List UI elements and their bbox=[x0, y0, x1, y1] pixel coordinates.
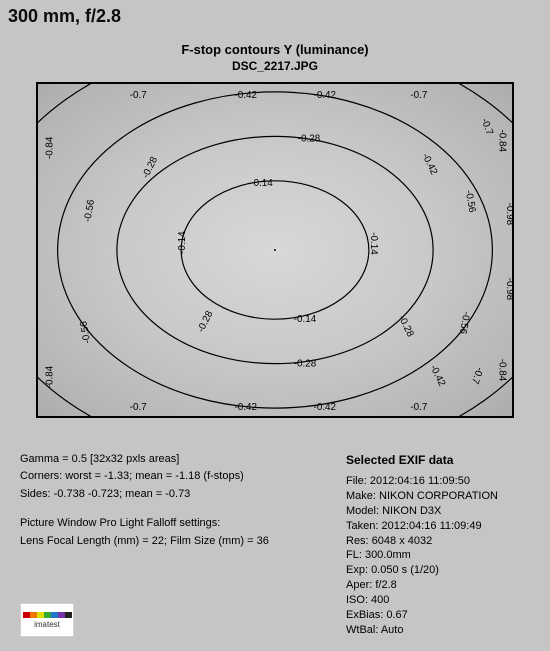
contour-svg: -0.14 -0.28 -0.42 -0.42 -0.7 -0.7 -0.14 … bbox=[38, 84, 512, 416]
exif-row: Aper: f/2.8 bbox=[346, 578, 498, 593]
clabel: -0.56 bbox=[457, 311, 472, 336]
imatest-logo: imatest bbox=[20, 603, 74, 637]
exif-block: Selected EXIF data File: 2012:04:16 11:0… bbox=[346, 452, 498, 637]
logo-bar bbox=[37, 612, 44, 618]
clabel: -0.7 bbox=[410, 90, 427, 101]
clabel: -0.56 bbox=[463, 189, 478, 214]
logo-bar bbox=[51, 612, 58, 618]
logo-text: imatest bbox=[34, 620, 60, 629]
clabel: -0.98 bbox=[504, 203, 512, 226]
pw-line: Lens Focal Length (mm) = 22; Film Size (… bbox=[20, 534, 269, 549]
clabel: -0.7 bbox=[410, 402, 427, 413]
clabel: -0.28 bbox=[396, 314, 416, 340]
clabel: -0.28 bbox=[140, 155, 160, 181]
corners-line: Corners: worst = -1.33; mean = -1.18 (f-… bbox=[20, 469, 269, 484]
clabel: -0.42 bbox=[234, 90, 257, 101]
clabel: -0.7 bbox=[130, 90, 147, 101]
clabel: -0.42 bbox=[427, 363, 447, 388]
clabel: -0.56 bbox=[78, 320, 93, 345]
clabel: -0.84 bbox=[496, 129, 507, 152]
clabel: -0.84 bbox=[45, 365, 56, 388]
clabel: -0.28 bbox=[196, 309, 216, 335]
chart-subtitle: DSC_2217.JPG bbox=[0, 59, 550, 73]
clabel: -0.98 bbox=[504, 278, 512, 301]
clabel: -0.42 bbox=[314, 90, 337, 101]
clabel: -0.28 bbox=[298, 133, 321, 144]
exif-row: Make: NIKON CORPORATION bbox=[346, 489, 498, 504]
clabel: -0.42 bbox=[234, 402, 257, 413]
exif-row: WtBal: Auto bbox=[346, 623, 498, 638]
exif-row: ExBias: 0.67 bbox=[346, 608, 498, 623]
clabel: -0.7 bbox=[469, 366, 485, 386]
gamma-line: Gamma = 0.5 [32x32 pxls areas] bbox=[20, 452, 269, 467]
sides-line: Sides: -0.738 -0.723; mean = -0.73 bbox=[20, 487, 269, 502]
clabel: -0.28 bbox=[294, 359, 317, 370]
clabel: -0.14 bbox=[250, 178, 273, 189]
logo-bar bbox=[30, 612, 37, 618]
clabel: -0.56 bbox=[82, 198, 97, 223]
clabel: -0.14 bbox=[177, 231, 188, 254]
clabel: -0.14 bbox=[368, 232, 379, 255]
chart-title: F-stop contours Y (luminance) bbox=[0, 42, 550, 57]
exif-row: ISO: 400 bbox=[346, 593, 498, 608]
stats-block: Gamma = 0.5 [32x32 pxls areas] Corners: … bbox=[20, 452, 269, 551]
exif-row: FL: 300.0mm bbox=[346, 548, 498, 563]
exif-row: Taken: 2012:04:16 11:09:49 bbox=[346, 519, 498, 534]
logo-bar bbox=[23, 612, 30, 618]
clabel: -0.7 bbox=[479, 117, 495, 137]
contour-plot: -0.14 -0.28 -0.42 -0.42 -0.7 -0.7 -0.14 … bbox=[36, 82, 514, 418]
clabel: -0.14 bbox=[294, 314, 317, 325]
exif-row: Model: NIKON D3X bbox=[346, 504, 498, 519]
clabel: -0.84 bbox=[496, 359, 507, 382]
lens-title: 300 mm, f/2.8 bbox=[8, 6, 121, 27]
exif-heading: Selected EXIF data bbox=[346, 452, 498, 468]
chart-title-block: F-stop contours Y (luminance) DSC_2217.J… bbox=[0, 42, 550, 73]
logo-bars-icon bbox=[23, 612, 72, 618]
logo-bar bbox=[65, 612, 72, 618]
clabel: -0.84 bbox=[45, 136, 56, 159]
clabel: -0.7 bbox=[130, 402, 147, 413]
clabel: -0.42 bbox=[314, 402, 337, 413]
exif-row: Res: 6048 x 4032 bbox=[346, 534, 498, 549]
exif-row: Exp: 0.050 s (1/20) bbox=[346, 563, 498, 578]
logo-bar bbox=[44, 612, 51, 618]
exif-row: File: 2012:04:16 11:09:50 bbox=[346, 474, 498, 489]
logo-bar bbox=[58, 612, 65, 618]
pw-heading: Picture Window Pro Light Falloff setting… bbox=[20, 516, 269, 531]
clabel: -0.42 bbox=[420, 152, 440, 177]
